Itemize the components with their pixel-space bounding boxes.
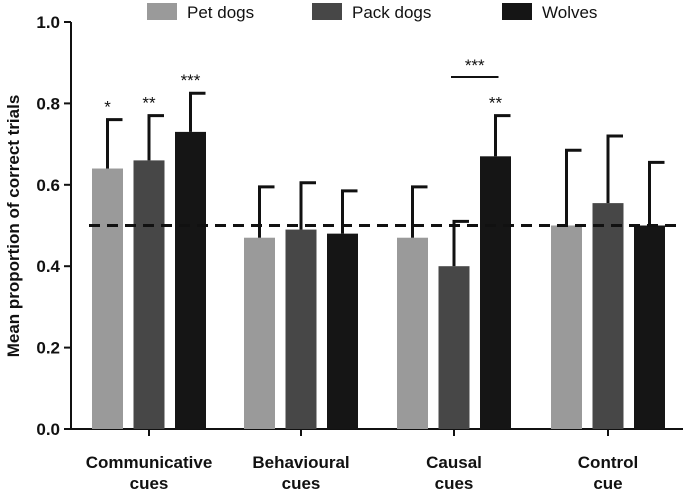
y-axis-label: Mean proportion of correct trials bbox=[4, 95, 23, 358]
y-tick-label: 0.6 bbox=[36, 176, 60, 195]
x-category-label: cues bbox=[435, 474, 474, 492]
legend-swatch bbox=[312, 3, 342, 20]
y-tick-label: 0.8 bbox=[36, 94, 60, 113]
significance-label: * bbox=[104, 98, 111, 117]
y-tick-label: 0.2 bbox=[36, 339, 60, 358]
bar bbox=[634, 225, 665, 429]
legend-label: Pack dogs bbox=[352, 3, 431, 22]
significance-label: ** bbox=[142, 94, 156, 113]
bar bbox=[327, 233, 358, 429]
bar bbox=[438, 266, 470, 429]
x-category-label: Communicative bbox=[86, 453, 213, 472]
x-category-label: cue bbox=[593, 474, 622, 492]
bar bbox=[397, 237, 428, 429]
x-category-label: Control bbox=[578, 453, 638, 472]
bar bbox=[285, 229, 317, 429]
x-category-label: cues bbox=[282, 474, 321, 492]
bar bbox=[175, 131, 206, 429]
legend-swatch bbox=[502, 3, 532, 20]
comparison-label: *** bbox=[465, 56, 485, 75]
x-category-label: Causal bbox=[426, 453, 482, 472]
bar bbox=[244, 237, 275, 429]
bars bbox=[92, 91, 665, 429]
bar bbox=[133, 160, 165, 429]
bar bbox=[480, 156, 511, 429]
y-tick-label: 1.0 bbox=[36, 13, 60, 32]
x-category-label: cues bbox=[130, 474, 169, 492]
bar bbox=[592, 203, 624, 429]
significance-label: *** bbox=[181, 71, 201, 90]
y-tick-label: 0.0 bbox=[36, 420, 60, 439]
legend-label: Wolves bbox=[542, 3, 597, 22]
significance-label: ** bbox=[489, 94, 503, 113]
legend-label: Pet dogs bbox=[187, 3, 254, 22]
legend: Pet dogs Pack dogs Wolves bbox=[147, 3, 597, 22]
annotations: * ********** bbox=[89, 56, 683, 227]
y-tick-label: 0.4 bbox=[36, 257, 60, 276]
bar bbox=[551, 225, 582, 429]
bar bbox=[92, 168, 123, 429]
legend-swatch bbox=[147, 3, 177, 20]
axes: 0.0 0.2 0.4 0.6 0.8 1.0 Communicative cues Behav… bbox=[4, 13, 683, 492]
x-category-label: Behavioural bbox=[252, 453, 349, 472]
